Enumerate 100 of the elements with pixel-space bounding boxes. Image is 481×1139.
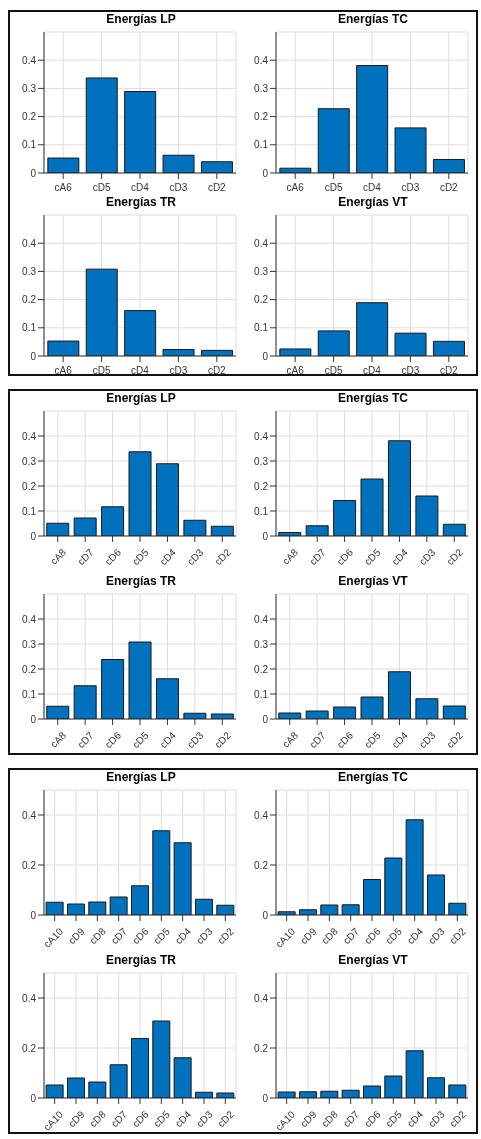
- x-tick-label: cD3: [169, 365, 188, 376]
- x-tick-label: cD4: [389, 546, 411, 568]
- y-tick-label: 0.4: [22, 54, 37, 66]
- bar: [360, 696, 384, 719]
- bar: [47, 157, 80, 173]
- x-tick-label: cD4: [389, 729, 411, 751]
- bar: [66, 903, 85, 915]
- bar: [333, 500, 357, 536]
- y-tick-label: 0.4: [22, 613, 37, 625]
- bar: [356, 302, 389, 356]
- bar: [152, 1020, 171, 1098]
- x-tick-label: cD3: [194, 1108, 215, 1130]
- x-tick-label: cD3: [194, 925, 215, 947]
- x-tick-label: cD7: [307, 546, 328, 568]
- bar: [432, 158, 465, 173]
- x-tick-label: cD6: [334, 546, 356, 568]
- bar: [387, 440, 411, 536]
- x-tick-label: cD3: [401, 365, 420, 376]
- bar: [394, 332, 427, 356]
- x-tick-label: cD3: [426, 925, 447, 947]
- x-tick-label: cA6: [286, 365, 305, 376]
- y-tick-label: 0: [30, 909, 37, 921]
- y-tick-label: 0.1: [254, 505, 269, 517]
- chart-title: Energías TC: [337, 770, 409, 786]
- y-tick-label: 0.4: [22, 237, 37, 249]
- x-tick-label: cD2: [447, 925, 469, 947]
- bar: [101, 659, 125, 719]
- y-tick-label: 0.2: [22, 1042, 37, 1054]
- x-tick-label: cD2: [207, 182, 227, 193]
- bar: [362, 1085, 381, 1098]
- y-tick-label: 0.4: [254, 992, 269, 1004]
- x-tick-label: cD4: [131, 365, 150, 376]
- bar: [124, 310, 157, 356]
- y-tick-label: 0.2: [254, 859, 269, 871]
- y-tick-label: 0.2: [254, 663, 269, 675]
- x-tick-label: cD3: [426, 1108, 447, 1130]
- bar: [387, 671, 411, 719]
- x-tick-label: cD6: [130, 1108, 151, 1130]
- bar: [152, 830, 171, 915]
- x-tick-label: cA6: [54, 365, 73, 376]
- bar: [124, 91, 157, 173]
- bar: [448, 902, 467, 915]
- x-tick-label: cD8: [319, 925, 341, 947]
- bar: [46, 705, 70, 719]
- bar: [305, 525, 329, 536]
- x-tick-label: cD2: [447, 1108, 469, 1130]
- bar: [194, 898, 213, 915]
- x-tick-label: cD7: [307, 729, 328, 751]
- x-tick-label: cD5: [383, 1108, 405, 1130]
- bar: [426, 1077, 445, 1098]
- x-tick-label: cD4: [172, 1108, 194, 1130]
- x-tick-label: cD7: [75, 729, 96, 751]
- y-tick-label: 0.1: [22, 505, 37, 517]
- x-tick-label: cA8: [48, 729, 69, 750]
- chart-title: Energías LP: [105, 391, 177, 407]
- x-tick-label: cD5: [151, 925, 173, 947]
- bar: [88, 1081, 107, 1098]
- x-tick-label: cD4: [404, 925, 426, 947]
- y-tick-label: 0.2: [254, 111, 269, 123]
- y-tick-label: 0: [30, 530, 37, 542]
- y-tick-label: 0.1: [22, 139, 37, 151]
- x-tick-label: cD6: [102, 729, 124, 751]
- y-tick-label: 0.1: [254, 322, 269, 334]
- x-tick-label: cD6: [362, 1108, 383, 1130]
- chart-title: Energías LP: [105, 770, 177, 786]
- bar: [73, 517, 97, 536]
- bar: [130, 885, 149, 915]
- bar: [405, 819, 424, 915]
- x-tick-label: cD2: [215, 1108, 237, 1130]
- bar: [88, 901, 107, 915]
- bar: [128, 641, 152, 719]
- x-tick-label: cD5: [362, 729, 383, 751]
- x-tick-label: cA6: [54, 182, 73, 193]
- bar: [415, 698, 439, 719]
- x-tick-label: cD6: [334, 729, 356, 751]
- bar: [448, 1084, 467, 1098]
- x-tick-label: cD2: [215, 925, 237, 947]
- y-tick-label: 0.4: [254, 430, 269, 442]
- bar: [384, 1075, 403, 1098]
- bar: [341, 904, 360, 915]
- chart-title: Energías VT: [337, 574, 409, 590]
- bar: [277, 1091, 296, 1098]
- bar: [66, 1077, 85, 1098]
- y-tick-label: 0.1: [22, 322, 37, 334]
- x-tick-label: cD3: [185, 546, 206, 568]
- y-tick-label: 0.2: [22, 663, 37, 675]
- bar: [155, 463, 179, 536]
- bar: [333, 706, 357, 719]
- x-tick-label: cD6: [102, 546, 124, 568]
- y-tick-label: 0: [262, 713, 269, 725]
- y-tick-label: 0.2: [22, 111, 37, 123]
- y-tick-label: 0: [30, 167, 37, 179]
- x-tick-label: cD5: [151, 1108, 173, 1130]
- x-tick-label: cD9: [298, 1108, 319, 1130]
- x-tick-label: cD2: [444, 729, 466, 751]
- y-tick-label: 0.3: [22, 455, 37, 467]
- x-tick-label: cD4: [172, 925, 194, 947]
- bar: [200, 161, 233, 173]
- bar: [183, 519, 207, 536]
- x-tick-label: cD2: [207, 365, 227, 376]
